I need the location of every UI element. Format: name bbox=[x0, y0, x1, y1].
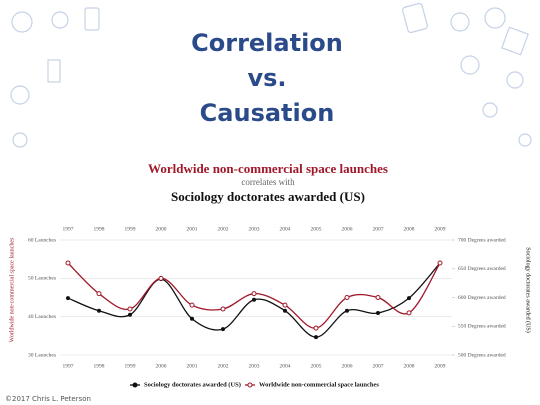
point bbox=[221, 327, 225, 332]
x-tick-label-top: 2005 bbox=[311, 226, 322, 232]
y2-tick-label: 700 Degrees awarded bbox=[458, 237, 506, 243]
x-tick-label-top: 2008 bbox=[404, 226, 415, 232]
y2-tick-label: 550 Degrees awarded bbox=[458, 324, 506, 330]
point bbox=[96, 291, 102, 297]
x-tick-label: 2001 bbox=[187, 363, 198, 369]
x-tick-label-top: 2002 bbox=[218, 226, 229, 232]
point bbox=[97, 308, 101, 313]
point bbox=[158, 275, 164, 281]
slide-title-line: Correlation bbox=[191, 29, 343, 57]
point bbox=[407, 296, 411, 301]
point bbox=[375, 295, 381, 300]
legend-label: Sociology doctorates awarded (US) bbox=[144, 381, 241, 388]
x-tick-label-top: 1998 bbox=[94, 226, 105, 232]
y2-tick-label: 650 Degrees awarded bbox=[458, 266, 506, 272]
x-tick-label-top: 2006 bbox=[342, 226, 353, 232]
legend-label: Worldwide non-commercial space launches bbox=[259, 381, 379, 388]
point bbox=[251, 291, 257, 297]
chart-title2: Sociology doctorates awarded (US) bbox=[171, 189, 365, 204]
doodles bbox=[10, 2, 532, 148]
point bbox=[127, 306, 133, 312]
point bbox=[283, 308, 287, 313]
x-tick-label-top: 2009 bbox=[435, 226, 446, 232]
point bbox=[220, 306, 226, 312]
x-tick-label: 2008 bbox=[404, 363, 415, 369]
point bbox=[313, 325, 319, 331]
x-tick-label: 2005 bbox=[311, 363, 322, 369]
x-tick-label: 2009 bbox=[435, 363, 446, 369]
legend-marker bbox=[247, 382, 253, 388]
point bbox=[406, 310, 412, 316]
legend-marker bbox=[132, 382, 138, 388]
x-tick-label-top: 2007 bbox=[373, 226, 384, 232]
y2-tick-label: 500 Degrees awarded bbox=[458, 352, 506, 358]
point bbox=[345, 308, 349, 313]
x-tick-label: 2002 bbox=[218, 363, 229, 369]
x-tick-label: 2007 bbox=[373, 363, 384, 369]
y-tick-label: 50 Launches bbox=[28, 276, 56, 282]
x-tick-label-top: 2003 bbox=[249, 226, 260, 232]
point bbox=[66, 296, 70, 301]
x-tick-label: 1998 bbox=[94, 363, 105, 369]
x-tick-label: 2000 bbox=[156, 363, 167, 369]
x-tick-label-top: 1997 bbox=[63, 226, 74, 232]
point bbox=[128, 312, 132, 317]
x-tick-label: 1999 bbox=[125, 363, 136, 369]
point bbox=[314, 335, 318, 340]
slide-title-line: Causation bbox=[200, 99, 335, 127]
chart-title: Worldwide non-commercial space launches bbox=[148, 161, 388, 176]
x-tick-label-top: 2000 bbox=[156, 226, 167, 232]
point bbox=[252, 297, 256, 302]
y-tick-label: 60 Launches bbox=[28, 237, 56, 243]
x-tick-label-top: 2004 bbox=[280, 226, 291, 232]
point bbox=[376, 311, 380, 316]
y-tick-label: 40 Launches bbox=[28, 314, 56, 320]
footer: ©2017 Chris L. Peterson bbox=[5, 395, 91, 403]
x-tick-label-top: 1999 bbox=[125, 226, 136, 232]
x-tick-label: 1997 bbox=[63, 363, 74, 369]
y2-axis-label: Sociology doctorates awarded (US) bbox=[525, 247, 532, 332]
y-axis-label: Worldwide non-commercial space launches bbox=[9, 237, 15, 342]
slide-title-line: vs. bbox=[247, 64, 286, 92]
point bbox=[65, 260, 71, 266]
chart-background bbox=[0, 155, 540, 405]
x-tick-label: 2006 bbox=[342, 363, 353, 369]
point bbox=[190, 316, 194, 321]
x-tick-label: 2003 bbox=[249, 363, 260, 369]
x-tick-label-top: 2001 bbox=[187, 226, 198, 232]
point bbox=[189, 302, 195, 308]
y-tick-label: 30 Launches bbox=[28, 352, 56, 358]
x-tick-label: 2004 bbox=[280, 363, 291, 369]
point bbox=[282, 302, 288, 308]
point bbox=[344, 295, 350, 300]
y2-tick-label: 600 Degrees awarded bbox=[458, 295, 506, 301]
chart-subtitle: correlates with bbox=[241, 177, 295, 187]
point bbox=[437, 260, 443, 266]
